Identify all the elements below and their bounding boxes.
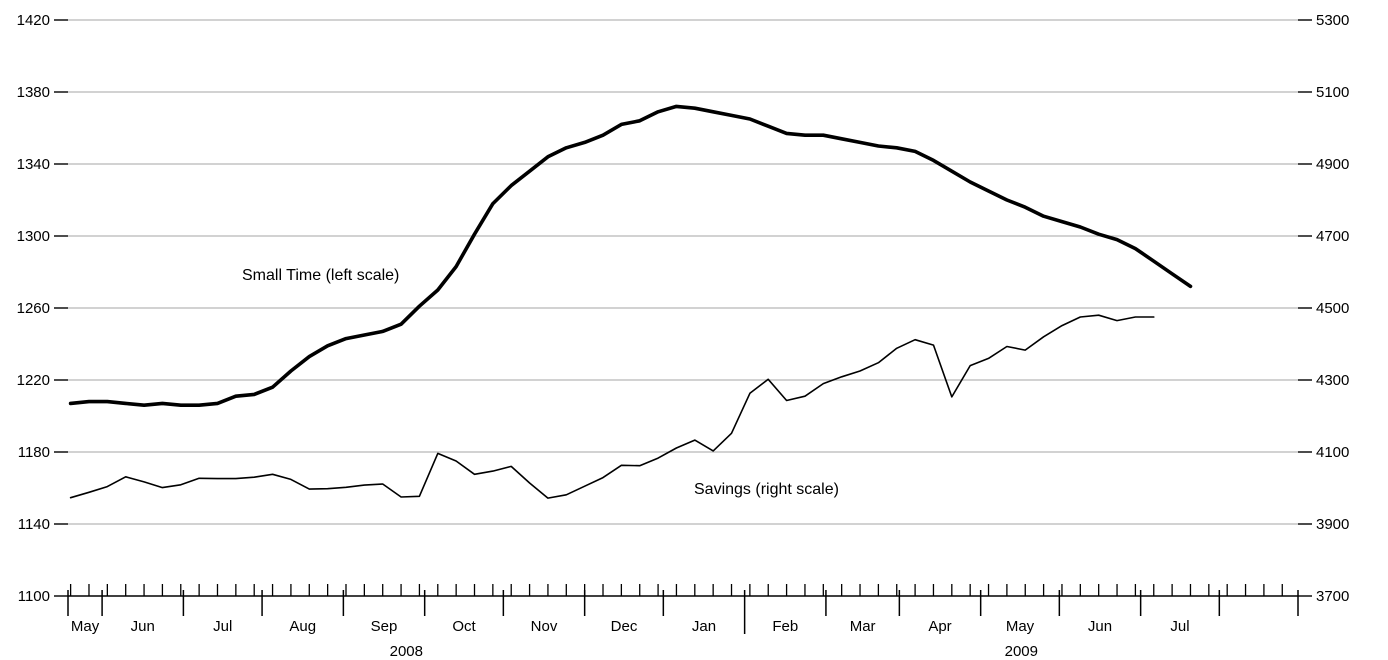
right-tick-label: 5100: [1316, 84, 1349, 101]
month-label: Oct: [452, 618, 476, 635]
month-label: Jan: [692, 618, 716, 635]
month-label: Mar: [850, 618, 876, 635]
series-label-savings: Savings (right scale): [694, 481, 839, 498]
gridlines: [68, 19, 1298, 525]
right-tick-label: 4300: [1316, 372, 1349, 389]
left-tick-label: 1180: [18, 444, 50, 461]
series-line-savings: [69, 314, 1155, 499]
month-label: May: [1006, 618, 1035, 635]
left-tick-label: 1300: [17, 228, 50, 245]
month-label: Dec: [611, 618, 638, 635]
month-label: Jun: [131, 618, 155, 635]
right-tick-label: 4500: [1316, 300, 1349, 317]
month-label: Jul: [213, 618, 232, 635]
month-label: Feb: [772, 618, 798, 635]
month-label: Jul: [1170, 618, 1189, 635]
axes: 1100 1140 1180 1220 1260 1300 1340 1380 1420 3700…: [17, 12, 1350, 660]
left-tick-label: 1340: [17, 156, 50, 173]
right-tick-label: 5300: [1316, 12, 1349, 29]
left-tick-label: 1220: [17, 372, 50, 389]
series-lines: [68, 104, 1193, 499]
left-tick-label: 1420: [17, 12, 50, 29]
series-line-small-time: [68, 104, 1193, 408]
left-tick-label: 1100: [18, 588, 50, 605]
series-label-small-time: Small Time (left scale): [242, 267, 399, 284]
right-tick-label: 3900: [1316, 516, 1349, 533]
series-labels: Small Time (left scale) Savings (right s…: [242, 267, 839, 498]
month-label: Jun: [1088, 618, 1112, 635]
left-tick-label: 1140: [18, 516, 50, 533]
left-tick-label: 1380: [17, 84, 50, 101]
month-label: Nov: [531, 618, 558, 635]
left-tick-label: 1260: [17, 300, 50, 317]
month-label: May: [71, 618, 100, 635]
month-label: Sep: [371, 618, 398, 635]
month-label: Apr: [928, 618, 951, 635]
right-tick-label: 4700: [1316, 228, 1349, 245]
year-label: 2008: [390, 643, 423, 660]
year-label: 2009: [1005, 643, 1038, 660]
right-tick-label: 4100: [1316, 444, 1349, 461]
right-tick-label: 3700: [1316, 588, 1349, 605]
month-label: Aug: [289, 618, 316, 635]
right-tick-label: 4900: [1316, 156, 1349, 173]
